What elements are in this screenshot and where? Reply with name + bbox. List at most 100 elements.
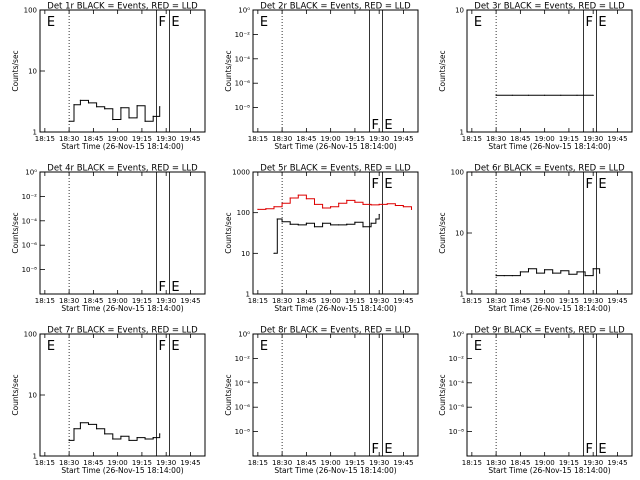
x-tick-label: 19:00 [321, 135, 341, 143]
x-tick-label: 18:45 [510, 297, 530, 305]
data-point [276, 218, 278, 220]
data-point [527, 268, 530, 270]
x-tick-label: 18:45 [296, 135, 316, 143]
marker-label: E [260, 15, 268, 30]
data-point [297, 194, 299, 196]
data-point [104, 108, 106, 110]
x-tick-label: 19:00 [535, 459, 555, 467]
data-point [495, 94, 497, 96]
y-tick-label: 10 [28, 68, 37, 76]
plot-frame [252, 333, 419, 457]
y-axis-label: Counts/sec [224, 50, 233, 91]
y-tick-label: 10⁻² [235, 31, 251, 39]
marker-label: E [384, 118, 392, 133]
data-point [346, 199, 348, 201]
data-point [87, 423, 90, 425]
y-tick-label: 10⁻⁸ [22, 266, 38, 274]
x-tick-label: 18:30 [59, 135, 79, 143]
panel-title: Det 5r BLACK = Events, RED = LLD [260, 164, 411, 174]
x-tick-label: 18:45 [510, 459, 530, 467]
x-axis-label: Start Time (26-Nov-15 18:14:00) [488, 304, 610, 313]
y-axis-label: Counts/sec [438, 212, 447, 253]
marker-label: E [47, 15, 55, 30]
marker-label: F [585, 177, 592, 192]
panel-title: Det 9r BLACK = Events, RED = LLD [474, 326, 625, 336]
panel-6r: Det 6r BLACK = Events, RED = LLD F E 18:15 1… [438, 164, 633, 313]
y-tick-label: 10⁻⁶ [235, 404, 251, 412]
y-tick-label: 1 [246, 291, 250, 299]
data-point [584, 275, 586, 277]
x-tick-label: 19:15 [559, 297, 579, 305]
x-tick-label: 18:30 [59, 297, 79, 305]
x-tick-label: 19:45 [607, 135, 627, 143]
data-point [576, 94, 578, 96]
y-tick-label: 10⁻⁴ [235, 379, 251, 387]
y-tick-label: 1 [460, 129, 464, 137]
data-point [599, 272, 601, 274]
data-point [120, 435, 122, 437]
x-tick-label: 18:15 [248, 459, 268, 467]
x-tick-label: 19:00 [108, 297, 128, 305]
data-point [511, 94, 513, 96]
data-point [273, 252, 275, 254]
y-tick-label: 1 [33, 129, 37, 137]
y-tick-label: 10⁰ [238, 331, 250, 339]
panel-title: Det 2r BLACK = Events, RED = LLD [260, 2, 411, 12]
y-axis-label: Counts/sec [224, 374, 233, 415]
x-tick-label: 18:15 [462, 297, 482, 305]
plot-frame [466, 9, 633, 133]
panel-title: Det 6r BLACK = Events, RED = LLD [474, 164, 625, 174]
panel-title: Det 3r BLACK = Events, RED = LLD [474, 2, 625, 12]
x-tick-label: 19:15 [132, 135, 152, 143]
data-point [152, 437, 154, 439]
x-tick-label: 18:45 [296, 459, 316, 467]
x-tick-label: 18:30 [59, 459, 79, 467]
x-tick-label: 18:15 [248, 135, 268, 143]
data-point [346, 223, 348, 225]
y-tick-label: 1 [33, 453, 37, 461]
marker-label: F [158, 339, 165, 354]
data-point [257, 208, 259, 210]
data-point [362, 203, 364, 205]
data-point [265, 208, 267, 210]
data-point [112, 438, 114, 440]
series-red-line [257, 194, 412, 210]
x-tick-label: 18:15 [35, 297, 55, 305]
marker-label: E [47, 339, 55, 354]
y-tick-label: 100 [24, 331, 37, 339]
x-tick-label: 19:30 [156, 135, 176, 143]
marker-label: E [171, 15, 179, 30]
data-point [338, 224, 340, 226]
data-point [305, 198, 307, 200]
data-point [289, 223, 291, 225]
x-tick-label: 19:30 [156, 297, 176, 305]
x-tick-label: 19:15 [345, 459, 365, 467]
y-tick-label: 10⁻² [22, 193, 38, 201]
marker-label: E [598, 177, 606, 192]
data-point [495, 275, 497, 277]
y-tick-label: 10⁻² [235, 355, 251, 363]
data-point [362, 226, 364, 228]
x-axis-label: Start Time (26-Nov-15 18:14:00) [61, 466, 183, 475]
y-tick-label: 10⁰ [25, 169, 37, 177]
data-point [136, 105, 138, 107]
data-point [128, 439, 130, 441]
y-axis-label: Counts/sec [11, 374, 20, 415]
data-point [281, 202, 283, 204]
marker-label: E [474, 15, 482, 30]
data-point [527, 94, 530, 96]
y-tick-label: 10⁻⁴ [235, 55, 251, 63]
data-point [104, 433, 106, 435]
marker-label: E [474, 339, 482, 354]
data-point [281, 221, 283, 223]
panel-4r: Det 4r BLACK = Events, RED = LLD F E 18:15 1… [11, 164, 206, 313]
panel-title: Det 8r BLACK = Events, RED = LLD [260, 326, 411, 336]
x-tick-label: 19:30 [583, 135, 603, 143]
x-tick-label: 18:15 [35, 135, 55, 143]
y-axis-label: Counts/sec [11, 212, 20, 253]
series-black-line [69, 99, 161, 122]
x-tick-label: 19:45 [607, 459, 627, 467]
y-tick-label: 10 [28, 392, 37, 400]
y-tick-label: 10⁻⁸ [235, 428, 251, 436]
data-point [552, 272, 554, 274]
